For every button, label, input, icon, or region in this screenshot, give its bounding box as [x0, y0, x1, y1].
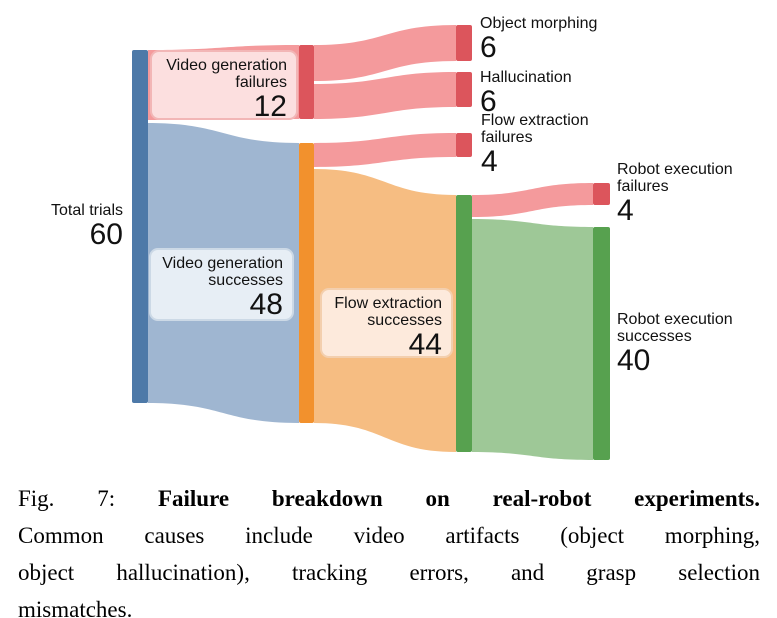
- labelbox-videogen-successes-line1: Video generation: [162, 255, 283, 272]
- label-flowextract-failures-line1: Flow extraction: [481, 112, 589, 129]
- label-total-trials-value: 60: [89, 218, 123, 251]
- caption-line-3: object hallucination), tracking errors, …: [18, 560, 760, 585]
- caption-line-4: mismatches.: [18, 597, 133, 618]
- label-robot-failures-value: 4: [617, 194, 634, 227]
- labelbox-videogen-failures: Video generation failures 12: [150, 50, 298, 123]
- label-flowextract-failures: Flow extraction failures 4: [481, 112, 589, 178]
- labelbox-videogen-successes-value: 48: [249, 288, 283, 321]
- node-robot-failures: [593, 183, 610, 205]
- caption-title-bold: Failure breakdown on real-robot experime…: [157, 486, 761, 511]
- labelbox-flowextract-successes-value: 44: [408, 328, 442, 361]
- label-hallucination-text: Hallucination: [480, 69, 572, 86]
- flow-videogenfail-to-object-morphing: [314, 25, 456, 81]
- caption-line-1: Fig. 7: Failure breakdown on real-robot …: [18, 480, 760, 517]
- node-videogen-failures: [299, 45, 314, 119]
- labelbox-videogen-failures-line2: failures: [235, 74, 287, 91]
- label-robot-failures-line2: failures: [617, 178, 669, 195]
- label-object-morphing-value: 6: [480, 31, 497, 64]
- node-total-trials: [132, 50, 148, 403]
- labelbox-videogen-successes: Video generation successes 48: [149, 248, 294, 321]
- labelbox-videogen-failures-line1: Video generation: [166, 57, 287, 74]
- labelbox-videogen-failures-value: 12: [253, 90, 287, 123]
- node-object-morphing: [456, 25, 472, 61]
- caption-fig-number: Fig. 7:: [18, 486, 158, 511]
- label-hallucination: Hallucination 6: [480, 69, 572, 118]
- caption-line-2: Common causes include video artifacts (o…: [18, 523, 760, 548]
- label-robot-successes: Robot execution successes 40: [617, 311, 733, 377]
- label-object-morphing-text: Object morphing: [480, 15, 598, 32]
- flow-flowextract-to-robot-failures: [472, 183, 593, 217]
- label-object-morphing: Object morphing 6: [480, 15, 597, 64]
- node-robot-successes: [593, 227, 610, 460]
- labelbox-videogen-successes-line2: successes: [208, 272, 283, 289]
- node-videogen-successes: [299, 143, 314, 423]
- flow-videogenfail-to-hallucination: [314, 72, 456, 119]
- flow-videogensucc-to-flowextract-failures: [314, 133, 456, 167]
- label-flowextract-failures-line2: failures: [481, 129, 533, 146]
- label-robot-successes-line2: successes: [617, 328, 692, 345]
- flow-flowextract-to-robot-successes: [472, 219, 593, 460]
- node-flowextract-failures: [456, 133, 472, 157]
- node-hallucination: [456, 72, 472, 107]
- label-total-trials-text: Total trials: [50, 202, 123, 219]
- label-flowextract-failures-value: 4: [481, 145, 498, 178]
- figure-caption: Fig. 7: Failure breakdown on real-robot …: [18, 480, 760, 618]
- labelbox-flowextract-successes-line1: Flow extraction: [334, 295, 442, 312]
- sankey-diagram: Total trials 60 Video generation failure…: [20, 15, 733, 460]
- label-robot-failures: Robot execution failures 4: [617, 161, 733, 227]
- labelbox-flowextract-successes-line2: successes: [367, 312, 442, 329]
- label-hallucination-value: 6: [480, 85, 497, 118]
- labelbox-flowextract-successes: Flow extraction successes 44: [320, 288, 453, 361]
- node-flowextract-successes: [456, 195, 472, 452]
- label-total-trials: Total trials 60: [20, 202, 123, 251]
- label-robot-successes-line1: Robot execution: [617, 311, 733, 328]
- label-robot-successes-value: 40: [617, 344, 651, 377]
- label-robot-failures-line1: Robot execution: [617, 161, 733, 178]
- sankey-svg: [132, 25, 610, 460]
